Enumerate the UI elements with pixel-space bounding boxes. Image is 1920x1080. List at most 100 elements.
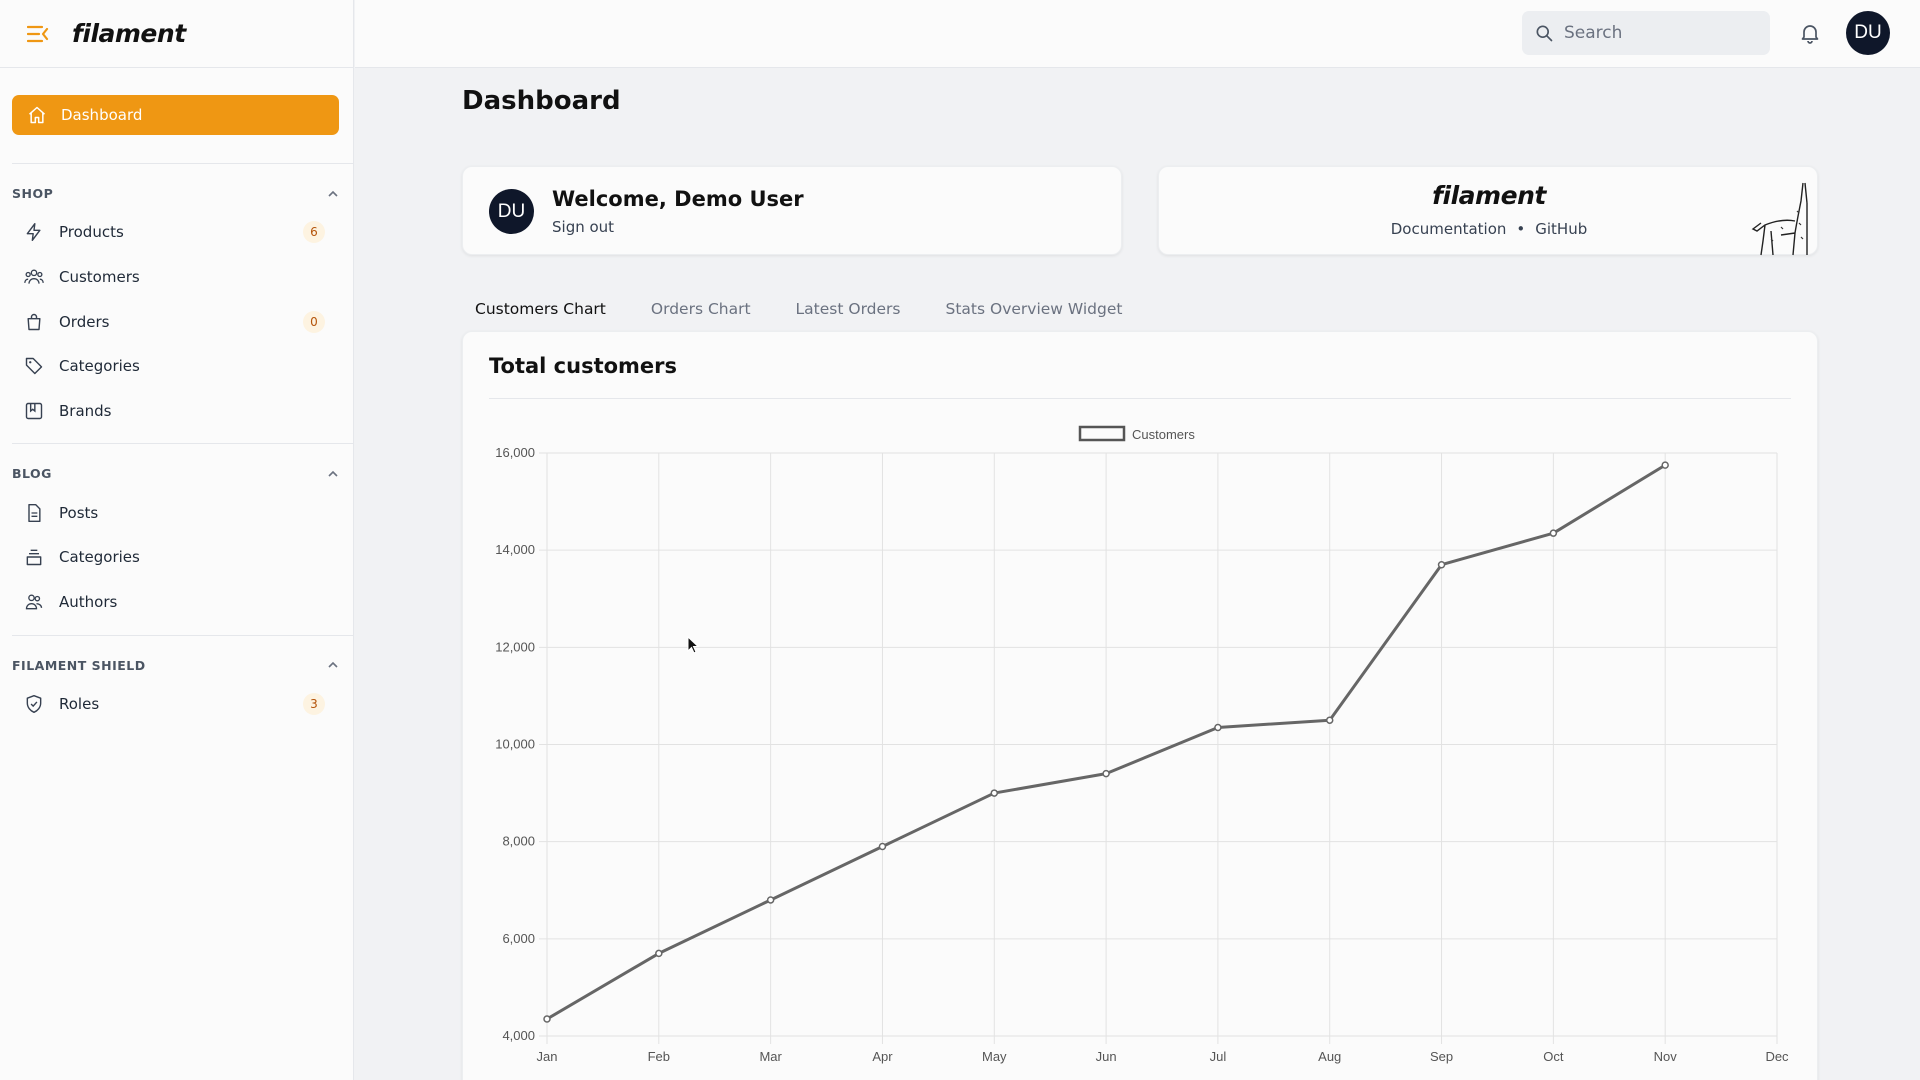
filament-info-card: filament Documentation • GitHub <box>1158 166 1819 256</box>
avatar: DU <box>489 189 534 234</box>
sidebar-item-brands[interactable]: Brands <box>12 389 353 434</box>
data-point <box>1661 461 1669 469</box>
widget-tabs: Customers Chart Orders Chart Latest Orde… <box>462 300 1135 322</box>
welcome-title: Welcome, Demo User <box>552 187 804 211</box>
tab-customers-chart[interactable]: Customers Chart <box>475 300 606 318</box>
sidebar-item-label: Dashboard <box>61 106 143 124</box>
filament-logo: filament <box>1432 181 1546 210</box>
tab-latest-orders[interactable]: Latest Orders <box>795 300 901 318</box>
sidebar-item-label: Authors <box>59 593 118 612</box>
legend-label: Customers <box>1132 427 1195 442</box>
y-tick-label: 8,000 <box>502 834 535 849</box>
github-link[interactable]: GitHub <box>1535 220 1588 238</box>
chart-grid <box>539 452 1778 1044</box>
chevron-up-icon <box>328 470 338 477</box>
sidebar-item-label: Roles <box>59 694 100 713</box>
sidebar-item-roles[interactable]: Roles 3 <box>12 682 353 727</box>
tag-icon <box>24 356 44 376</box>
sidebar-item-products[interactable]: Products 6 <box>12 210 353 255</box>
sidebar-item-posts[interactable]: Posts <box>12 490 353 535</box>
data-point <box>1214 723 1222 732</box>
documentation-link[interactable]: Documentation <box>1390 220 1507 238</box>
brand-logo[interactable]: filament <box>72 19 186 48</box>
x-tick-label: Jun <box>1096 1049 1117 1064</box>
group-label: FILAMENT SHIELD <box>12 657 146 673</box>
bookmark-square-icon <box>24 401 44 421</box>
sidebar-item-authors[interactable]: Authors <box>12 580 353 625</box>
x-tick-label: Aug <box>1318 1049 1341 1064</box>
home-icon <box>27 105 47 125</box>
group-shop-toggle[interactable]: SHOP <box>0 164 353 201</box>
bolt-icon <box>24 222 44 242</box>
user-group-icon <box>24 592 44 612</box>
search-input[interactable] <box>1564 23 1754 43</box>
chart-card: Total customers Customers 16,000 14,000 12… <box>462 331 1818 1080</box>
chart-series <box>543 461 1669 1023</box>
topbar: DU <box>355 0 1920 68</box>
group-label: SHOP <box>12 186 54 201</box>
data-point <box>766 896 775 904</box>
data-point <box>990 789 999 797</box>
page-title: Dashboard <box>462 86 621 116</box>
user-avatar[interactable]: DU <box>1846 11 1890 55</box>
welcome-card: DU Welcome, Demo User Sign out <box>462 166 1122 255</box>
divider <box>489 398 1791 399</box>
data-point <box>878 842 887 851</box>
filament-links: Documentation • GitHub <box>1159 220 1819 238</box>
x-tick-label: Oct <box>1543 1049 1564 1064</box>
divider <box>12 634 353 636</box>
group-filament-shield-toggle[interactable]: FILAMENT SHIELD <box>0 636 353 673</box>
sidebar-item-categories[interactable]: Categories <box>12 344 353 389</box>
chart-x-ticks: Jan Feb Mar Apr May Jun Jul Aug Sep Oct Nov Dec <box>537 1049 1790 1064</box>
y-tick-label: 16,000 <box>495 445 535 460</box>
sidebar-item-orders[interactable]: Orders 0 <box>12 299 353 344</box>
sidebar-item-blog-categories[interactable]: Categories <box>12 535 353 580</box>
menu-collapse-icon[interactable] <box>26 22 50 46</box>
mouse-cursor-icon <box>687 636 700 654</box>
data-point <box>1549 529 1558 537</box>
sidebar: filament Dashboard SHOP Products 6 Custo… <box>0 0 354 1080</box>
y-tick-label: 12,000 <box>495 639 535 654</box>
x-tick-label: Nov <box>1654 1049 1678 1064</box>
tab-stats-overview-widget[interactable]: Stats Overview Widget <box>945 300 1123 318</box>
chevron-up-icon <box>328 190 338 197</box>
notification-bell-icon[interactable] <box>1798 21 1822 45</box>
x-tick-label: Jul <box>1210 1049 1227 1064</box>
sidebar-item-label: Customers <box>59 268 140 287</box>
sidebar-item-customers[interactable]: Customers <box>12 255 353 300</box>
sidebar-item-label: Products <box>59 223 124 242</box>
search-icon <box>1536 25 1553 42</box>
sidebar-item-dashboard[interactable]: Dashboard <box>12 95 339 135</box>
divider <box>12 443 353 445</box>
data-point <box>1325 716 1334 724</box>
sign-out-link[interactable]: Sign out <box>552 218 615 236</box>
y-tick-label: 6,000 <box>502 931 535 946</box>
x-tick-label: Apr <box>872 1049 893 1064</box>
document-text-icon <box>24 503 44 523</box>
sidebar-item-label: Posts <box>59 503 99 522</box>
search-box <box>1522 11 1770 55</box>
x-tick-label: Sep <box>1430 1049 1453 1064</box>
count-badge: 6 <box>303 221 325 244</box>
shopping-bag-icon <box>24 312 44 332</box>
tab-orders-chart[interactable]: Orders Chart <box>650 300 751 318</box>
count-badge: 0 <box>303 310 325 333</box>
x-tick-label: Jan <box>537 1049 558 1064</box>
sidebar-item-label: Categories <box>59 357 140 376</box>
group-label: BLOG <box>12 466 52 482</box>
y-tick-label: 10,000 <box>495 737 535 752</box>
sidebar-item-label: Brands <box>59 402 112 421</box>
users-icon <box>24 267 44 287</box>
sidebar-nav: Dashboard <box>0 68 353 135</box>
sidebar-header: filament <box>0 0 353 68</box>
sidebar-item-label: Orders <box>59 312 110 331</box>
y-tick-label: 14,000 <box>495 542 535 557</box>
data-point <box>1102 769 1110 778</box>
data-point <box>1437 560 1446 569</box>
sidebar-item-label: Categories <box>59 548 140 567</box>
customers-line-chart: Customers 16,000 14,000 12,000 10,000 8,000 6… <box>495 425 1790 1064</box>
group-blog-toggle[interactable]: BLOG <box>0 444 353 481</box>
y-tick-label: 4,000 <box>502 1028 535 1043</box>
shield-check-icon <box>24 694 44 714</box>
filament-dog-illustration <box>1751 182 1808 256</box>
